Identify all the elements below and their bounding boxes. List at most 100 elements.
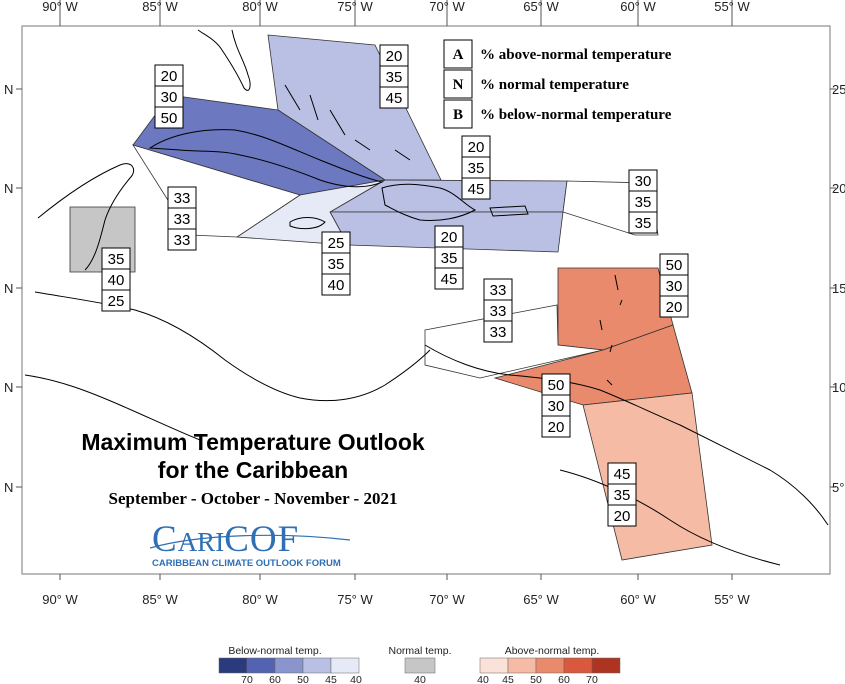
prob-below: 45 xyxy=(468,181,485,198)
prob-box-hispaniola-south: 20 35 45 xyxy=(434,225,464,290)
prob-normal: 30 xyxy=(548,398,565,415)
prob-below: 45 xyxy=(386,90,403,107)
colorbar-swatch-below-70 xyxy=(218,657,248,674)
prob-below: 33 xyxy=(174,232,191,249)
colorbar-value: 40 xyxy=(477,674,489,684)
logo-wordmark: CARICOF xyxy=(152,519,299,560)
lon-label: 90° W xyxy=(42,0,78,14)
abn-legend: A N B % above-normal temperature % norma… xyxy=(443,39,672,129)
colorbar-value: 60 xyxy=(269,674,281,684)
prob-above: 45 xyxy=(614,466,631,483)
prob-below: 40 xyxy=(328,277,345,294)
prob-below: 25 xyxy=(108,293,125,310)
prob-normal: 35 xyxy=(635,194,652,211)
colorbar-value: 70 xyxy=(241,674,253,684)
hispaniola-coast xyxy=(381,183,477,221)
colorbar-value: 45 xyxy=(325,674,337,684)
colorbar-swatch-below-45 xyxy=(302,657,332,674)
lat-label: 25° xyxy=(832,82,845,97)
prob-normal: 35 xyxy=(386,69,403,86)
probability-boxes: 20 35 45 20 30 50 20 35 45 20 35 45 xyxy=(101,44,689,527)
lat-label: 10° xyxy=(832,380,845,395)
lon-label: 85° W xyxy=(142,592,178,607)
lat-label: 20° xyxy=(832,181,845,196)
lon-label: 75° W xyxy=(337,592,373,607)
lon-labels-bottom: 90° W 85° W 80° W 75° W 70° W 65° W 60° … xyxy=(42,592,750,607)
south-america-interior xyxy=(559,469,781,566)
lon-label: 60° W xyxy=(620,0,656,14)
lat-label: N xyxy=(4,181,13,196)
jamaica-coast xyxy=(289,217,326,230)
prob-box-abc-islands: 33 33 33 xyxy=(483,278,513,343)
lat-ticks xyxy=(16,88,836,488)
colorbar-swatch-above-60 xyxy=(563,657,593,674)
cuba-coast xyxy=(148,129,384,188)
prob-box-western-caribbean: 33 33 33 xyxy=(167,186,197,251)
prob-box-trinidad: 50 30 20 xyxy=(541,373,571,438)
prob-above: 20 xyxy=(468,139,485,156)
prob-above: 20 xyxy=(386,48,403,65)
prob-box-northern-leewards: 30 35 35 xyxy=(628,169,658,234)
prob-above: 33 xyxy=(174,190,191,207)
prob-normal: 40 xyxy=(108,272,125,289)
lat-label: 15° xyxy=(832,281,845,296)
colorbar-swatch-above-45 xyxy=(507,657,537,674)
prob-box-jamaica: 25 35 40 xyxy=(321,231,351,296)
colorbar-swatch-above-50 xyxy=(535,657,565,674)
prob-below: 20 xyxy=(614,508,631,525)
prob-box-hispaniola-north: 20 35 45 xyxy=(461,135,491,200)
prob-above: 50 xyxy=(548,377,565,394)
prob-above: 30 xyxy=(635,173,652,190)
prob-normal: 30 xyxy=(666,278,683,295)
prob-above: 35 xyxy=(108,251,125,268)
legend-label-below: % below-normal temperature xyxy=(480,107,672,123)
colorbar-below-title: Below-normal temp. xyxy=(228,645,321,657)
prob-above: 20 xyxy=(441,229,458,246)
prob-above: 50 xyxy=(666,257,683,274)
lon-label: 80° W xyxy=(242,592,278,607)
central-america-pacific xyxy=(24,374,201,441)
puerto-rico-coast xyxy=(489,205,529,217)
prob-below: 20 xyxy=(666,299,683,316)
lon-labels-top: 90° W 85° W 80° W 75° W 70° W 65° W 60° … xyxy=(42,0,750,14)
south-america-coast xyxy=(424,344,829,526)
prob-box-bahamas: 20 35 45 xyxy=(379,44,409,109)
prob-below: 50 xyxy=(161,110,178,127)
legend-key-below: B xyxy=(453,107,463,123)
prob-above: 20 xyxy=(161,68,178,85)
prob-normal: 35 xyxy=(441,250,458,267)
lon-label: 55° W xyxy=(714,0,750,14)
colorbar-swatch-below-60 xyxy=(246,657,276,674)
lon-label: 55° W xyxy=(714,592,750,607)
lon-ticks xyxy=(59,0,733,580)
prob-normal: 33 xyxy=(490,303,507,320)
lon-label: 70° W xyxy=(429,592,465,607)
prob-below: 33 xyxy=(490,324,507,341)
colorbar-normal-title: Normal temp. xyxy=(388,645,451,657)
colorbar-value: 50 xyxy=(297,674,309,684)
colorbar-value: 60 xyxy=(558,674,570,684)
lesser-antilles xyxy=(599,274,623,386)
prob-normal: 33 xyxy=(174,211,191,228)
prob-normal: 35 xyxy=(614,487,631,504)
prob-normal: 30 xyxy=(161,89,178,106)
title-block: Maximum Temperature Outlook for the Cari… xyxy=(81,429,425,508)
lat-label: 5° xyxy=(832,480,844,495)
colorbar-swatch-below-40 xyxy=(330,657,360,674)
colorbar-value: 45 xyxy=(502,674,514,684)
legend-key-normal: N xyxy=(453,77,464,93)
lat-labels-right: 25° 20° 15° 10° 5° xyxy=(832,82,845,495)
prob-above: 25 xyxy=(328,235,345,252)
prob-normal: 35 xyxy=(328,256,345,273)
colorbar-value: 70 xyxy=(586,674,598,684)
forecast-zones xyxy=(69,34,713,561)
lon-label: 65° W xyxy=(523,592,559,607)
colorbar-swatch-above-40 xyxy=(479,657,509,674)
colorbar-value: 40 xyxy=(350,674,362,684)
caricof-logo: CARICOF CARIBBEAN CLIMATE OUTLOOK FORUM xyxy=(149,519,351,569)
colorbar-value: 40 xyxy=(414,674,426,684)
legend-label-normal: % normal temperature xyxy=(480,77,629,93)
lon-label: 65° W xyxy=(523,0,559,14)
map-title-line2: for the Caribbean xyxy=(158,457,348,483)
